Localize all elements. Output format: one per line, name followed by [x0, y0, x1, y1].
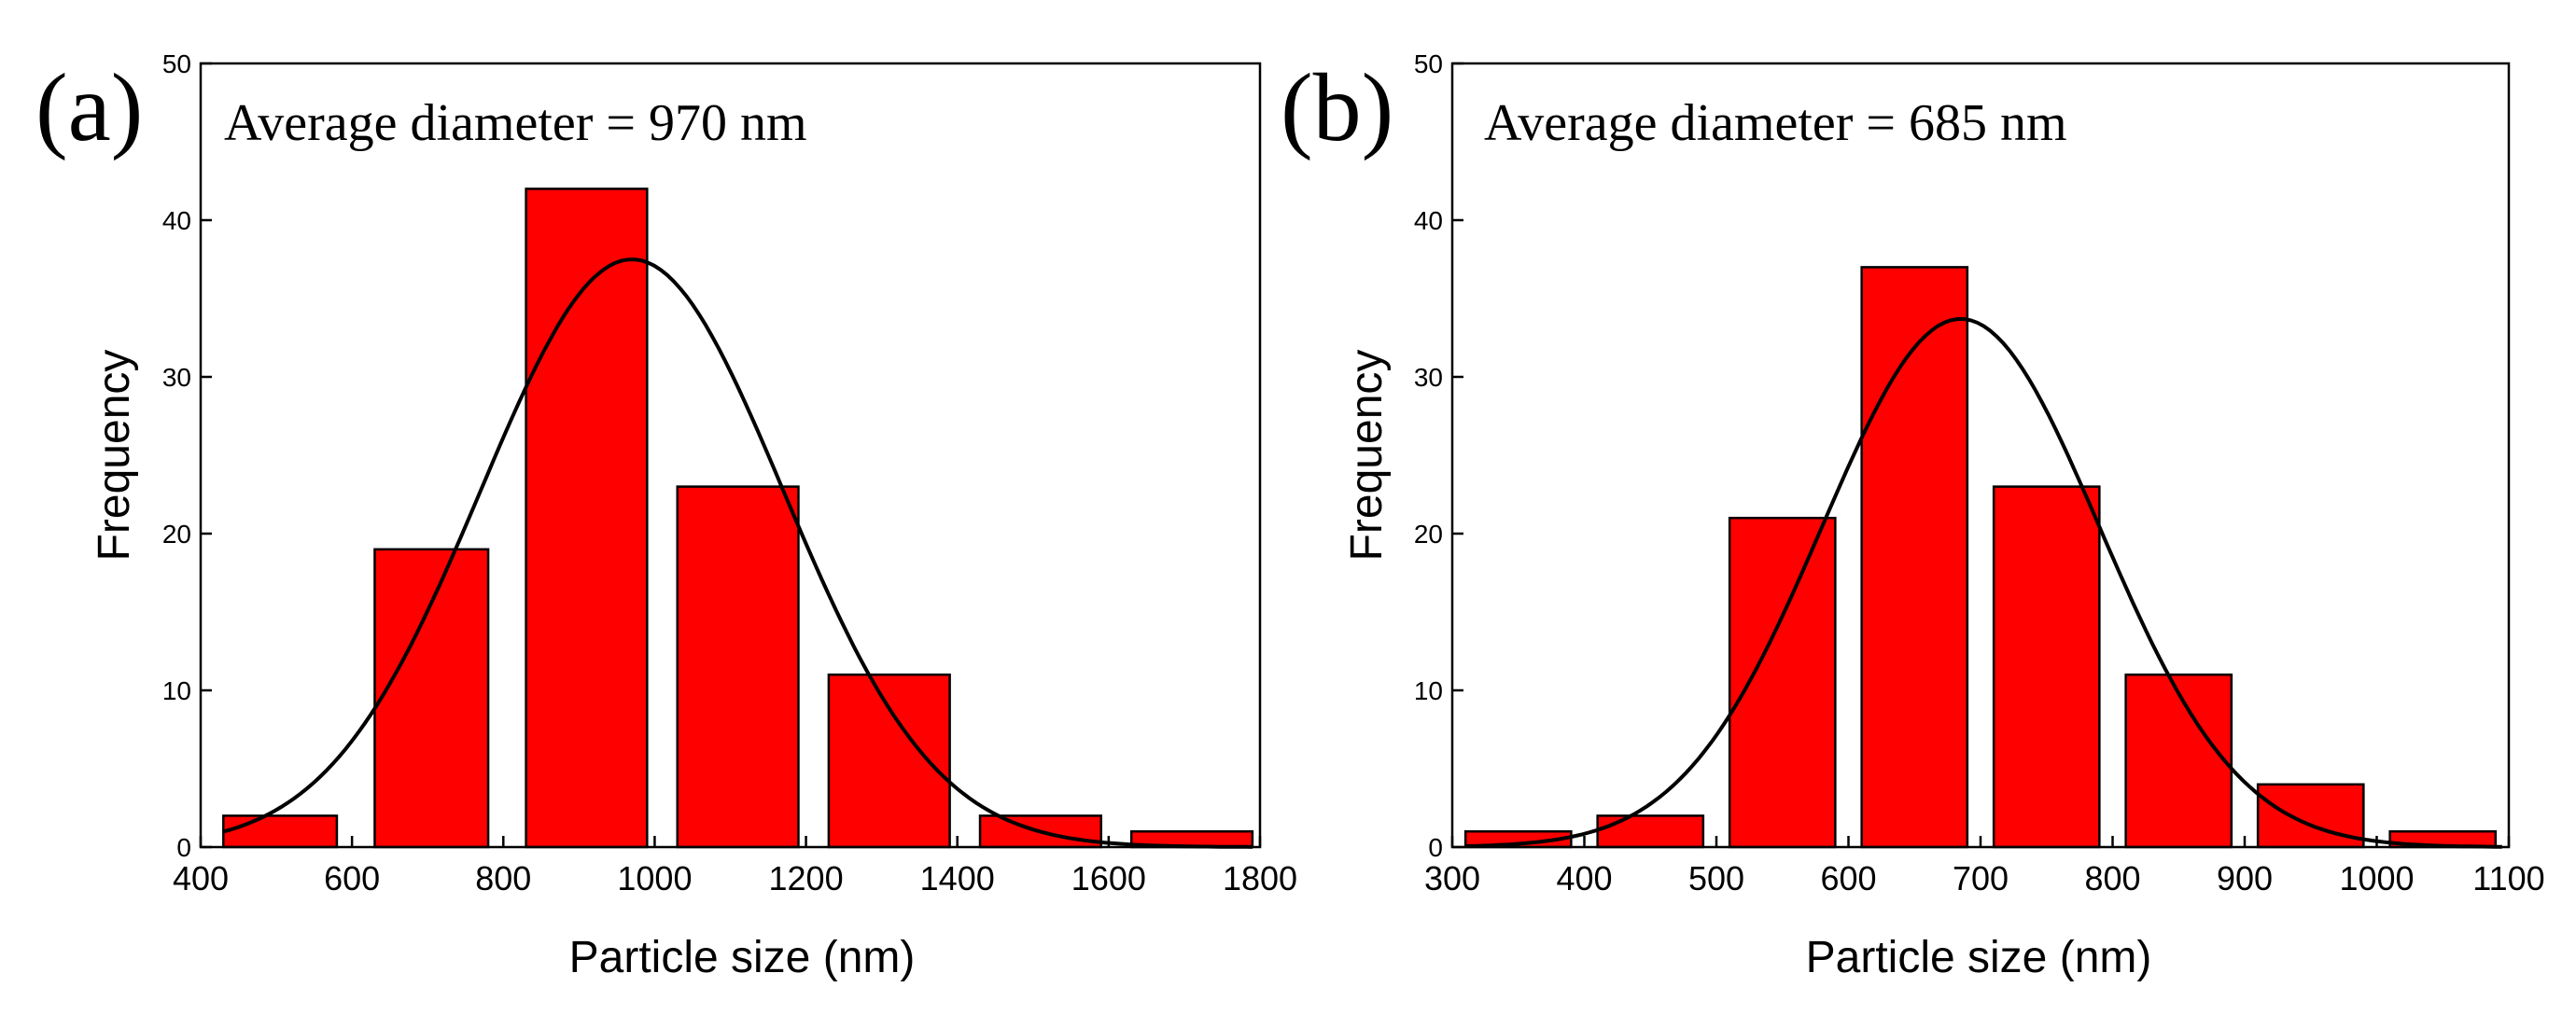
panel-a-x-tick-label: 1600 — [1071, 859, 1146, 897]
panel-a-x-tick-label: 1400 — [920, 859, 995, 897]
panel-b-y-tick-label: 30 — [1414, 363, 1443, 392]
panel-a-bar-1 — [373, 548, 490, 849]
panel-b-bar-4 — [1992, 485, 2101, 849]
panel-b-y-axis-title: Frequency — [1342, 350, 1392, 562]
panel-a-y-tick-label: 40 — [162, 206, 191, 235]
panel-b-label: (b) — [1281, 54, 1393, 161]
panel-a-x-tick-label: 1800 — [1223, 859, 1297, 897]
panel-a-y-tick-label: 50 — [162, 49, 191, 78]
panel-b-x-tick-label: 800 — [2084, 859, 2140, 897]
panel-a-x-tick-label: 600 — [324, 859, 380, 897]
panel-a-x-tick-label: 1000 — [617, 859, 692, 897]
panel-b-axes-frame — [1450, 62, 2511, 849]
panel-a-bar-2 — [525, 188, 649, 849]
panel-a-y-tick-label: 30 — [162, 363, 191, 392]
panel-a-y-tick-label: 20 — [162, 520, 191, 549]
panel-b-x-tick-label: 900 — [2217, 859, 2273, 897]
panel-b-average-annotation: Average diameter = 685 nm — [1484, 94, 2067, 152]
panel-b-x-axis-title: Particle size (nm) — [1806, 933, 2152, 982]
panel-b-y-tick-label: 20 — [1414, 520, 1443, 549]
panel-a-axes-frame — [199, 62, 1262, 849]
panel-b-x-tick-label: 400 — [1556, 859, 1612, 897]
panel-b-y-tick-label: 50 — [1414, 49, 1443, 78]
histogram-panel-b: (b) Average diameter = 685 nm Particle s… — [1281, 49, 2545, 982]
panel-a-bar-3 — [676, 485, 800, 849]
panel-a-average-annotation: Average diameter = 970 nm — [224, 94, 807, 152]
panel-b-bar-3 — [1860, 266, 1969, 849]
panel-b-x-tick-label: 700 — [1953, 859, 2009, 897]
panel-a-y-tick-label: 10 — [162, 676, 191, 705]
panel-b-x-tick-label: 600 — [1820, 859, 1876, 897]
panel-b-plot-area: 300 400 500 600 700 800 900 1000 1100 0 10 20 30 40 50 — [1414, 49, 2545, 897]
panel-a-bar-4 — [827, 673, 951, 849]
histogram-panel-a: (a) Average diameter = 970 nm Particle s… — [35, 49, 1297, 982]
panel-a-x-tick-label: 1200 — [769, 859, 844, 897]
panel-b-x-tick-label: 300 — [1424, 859, 1480, 897]
panel-b-x-tick-label: 1000 — [2339, 859, 2414, 897]
panel-b-bar-5 — [2124, 673, 2233, 849]
panel-b-x-tick-label: 1100 — [2472, 859, 2544, 897]
panel-a-y-tick-label: 0 — [176, 833, 191, 862]
panel-a-gaussian-fit-curve — [222, 257, 1253, 849]
panel-b-y-tick-label: 40 — [1414, 206, 1443, 235]
panel-b-y-tick-label: 0 — [1428, 833, 1443, 862]
panel-a-x-tick-label: 400 — [173, 859, 229, 897]
panel-b-bar-2 — [1728, 516, 1837, 849]
panel-a-x-tick-label: 800 — [475, 859, 531, 897]
panel-b-gaussian-fit-curve — [1465, 317, 2502, 849]
panel-a-x-axis-title: Particle size (nm) — [569, 933, 916, 982]
panel-a-y-axis-title: Frequency — [90, 350, 139, 562]
panel-a-label: (a) — [35, 54, 143, 161]
panel-a-plot-area: 400 600 800 1000 1200 1400 1600 1800 0 10 20 30 40 50 — [162, 49, 1297, 897]
panel-a-bar-0 — [222, 814, 339, 849]
panel-b-y-tick-label: 10 — [1414, 676, 1443, 705]
panel-b-bar-1 — [1596, 814, 1705, 849]
panel-b-x-tick-label: 500 — [1688, 859, 1744, 897]
